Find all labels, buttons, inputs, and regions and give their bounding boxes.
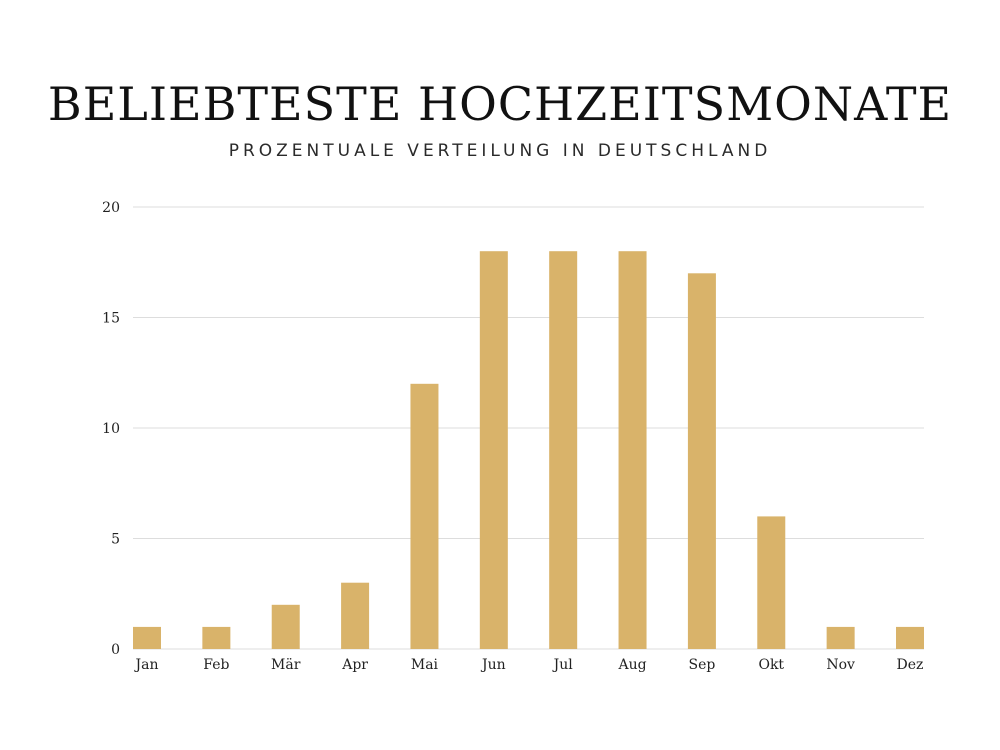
chart-subtitle: PROZENTUALE VERTEILUNG IN DEUTSCHLAND xyxy=(228,141,772,161)
bar-jan xyxy=(133,626,161,649)
y-tick-label: 15 xyxy=(102,311,120,327)
x-tick-label: Nov xyxy=(826,657,855,673)
x-tick-label: Jul xyxy=(552,657,574,673)
x-tick-label: Aug xyxy=(617,657,646,673)
y-tick-label: 0 xyxy=(111,642,120,658)
x-tick-label: Mai xyxy=(411,657,439,673)
x-tick-label: Feb xyxy=(203,657,229,673)
x-axis-ticks: Jan Feb Mär Apr Mai Jun Jul Aug Sep Okt Nov Dez xyxy=(134,657,924,673)
grid-lines xyxy=(133,206,924,650)
bar-apr xyxy=(341,582,370,649)
x-tick-label: Jan xyxy=(134,657,159,673)
x-tick-label: Apr xyxy=(341,657,368,673)
x-tick-label: Jun xyxy=(480,657,506,673)
bars xyxy=(133,251,924,649)
y-axis-ticks: 0 5 10 15 20 xyxy=(102,200,120,658)
x-tick-label: Sep xyxy=(688,657,715,673)
bar-jul xyxy=(549,251,578,649)
bar-mai xyxy=(410,383,439,649)
bar-nov xyxy=(826,626,855,649)
y-tick-label: 20 xyxy=(102,200,120,216)
y-tick-label: 5 xyxy=(111,532,120,548)
bar-aug xyxy=(618,251,647,649)
bar-jun xyxy=(479,251,508,649)
bar-okt xyxy=(757,516,786,649)
chart-title: BELIEBTESTE HOCHZEITSMONATE xyxy=(47,77,953,131)
bar-dez xyxy=(896,626,924,649)
bar-mär xyxy=(271,604,300,649)
x-tick-label: Okt xyxy=(758,657,784,673)
bar-feb xyxy=(202,626,231,649)
x-tick-label: Dez xyxy=(897,657,924,673)
x-tick-label: Mär xyxy=(271,657,301,673)
y-tick-label: 10 xyxy=(102,421,120,437)
bar-sep xyxy=(687,273,716,649)
